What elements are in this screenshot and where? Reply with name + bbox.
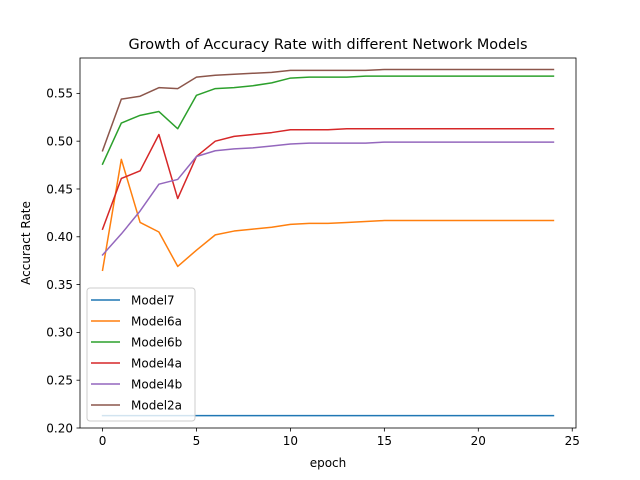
series-line-model6a: [101, 158, 555, 272]
legend-label: Model4b: [131, 377, 182, 391]
legend-label: Model6b: [131, 335, 182, 349]
y-tick-label: 0.40: [46, 230, 73, 244]
x-tick-label: 15: [377, 434, 392, 448]
legend-label: Model6a: [131, 314, 182, 328]
x-tick-label: 20: [471, 434, 486, 448]
series-line-model4b: [101, 141, 555, 257]
y-tick-label: 0.30: [46, 326, 73, 340]
legend: Model7 Model6a Model6b Model4a Model4b Model2…: [86, 287, 196, 422]
x-tick-label: 0: [99, 434, 107, 448]
x-tick-label: 5: [193, 434, 201, 448]
legend-label: Model7: [131, 293, 175, 307]
y-tick-label: 0.55: [46, 87, 73, 101]
series-line-model2a: [101, 68, 555, 152]
legend-label: Model2a: [131, 398, 182, 412]
chart-title: Growth of Accuracy Rate with different N…: [128, 37, 527, 53]
y-tick-label: 0.35: [46, 278, 73, 292]
x-axis-label: epoch: [310, 456, 347, 470]
series-line-model4a: [101, 128, 555, 231]
series-line-model6b: [101, 75, 555, 166]
y-axis-label: Accuract Rate: [19, 201, 33, 285]
x-tick-label: 25: [565, 434, 580, 448]
y-tick-label: 0.25: [46, 373, 73, 387]
x-axis-ticks: 0 5 10 15 20 25: [99, 428, 580, 448]
legend-label: Model4a: [131, 356, 182, 370]
y-axis-ticks: 0.20 0.25 0.30 0.35 0.40 0.45 0.50 0.55: [46, 87, 80, 435]
plot-frame: [79, 57, 577, 429]
y-tick-label: 0.50: [46, 134, 73, 148]
y-tick-label: 0.45: [46, 182, 73, 196]
legend-entries: Model7 Model6a Model6b Model4a Model4b Model2…: [91, 293, 182, 412]
y-tick-label: 0.20: [46, 421, 73, 435]
x-tick-label: 10: [283, 434, 298, 448]
plot-area: 0 5 10 15 20 25 0.200.250.300.350.400.450.500…: [46, 57, 580, 448]
